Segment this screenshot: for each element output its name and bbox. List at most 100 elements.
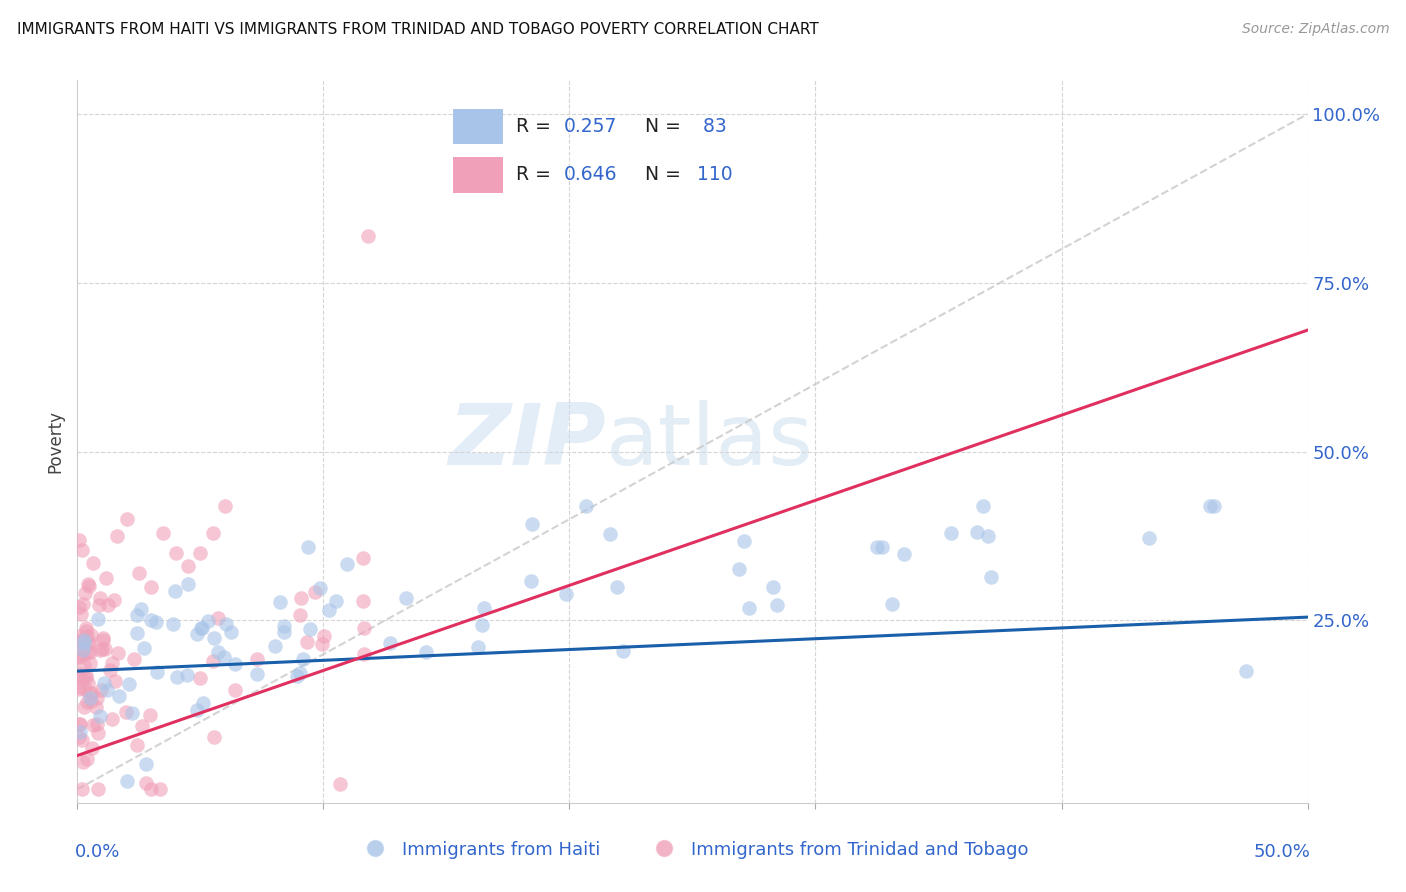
Point	[86, 726, 108, 740]
Point	[872, 540, 894, 554]
Point	[738, 601, 761, 615]
Point	[472, 600, 495, 615]
Point	[129, 602, 152, 616]
Point	[72, 755, 94, 769]
Point	[191, 696, 214, 710]
Point	[72, 597, 94, 611]
Point	[80, 694, 103, 708]
Point	[152, 525, 174, 540]
Point	[308, 581, 330, 595]
Point	[290, 591, 312, 605]
Point	[980, 570, 1002, 584]
Point	[70, 543, 93, 558]
Point	[224, 657, 246, 671]
Point	[290, 666, 312, 681]
Point	[79, 657, 101, 671]
Point	[107, 690, 129, 704]
Point	[128, 566, 150, 581]
Point	[105, 529, 128, 543]
Point	[1199, 499, 1222, 513]
Point	[139, 782, 162, 797]
Point	[728, 562, 751, 576]
Point	[201, 654, 224, 668]
Point	[298, 622, 321, 636]
Point	[127, 607, 149, 622]
Point	[115, 512, 138, 526]
Point	[135, 757, 157, 772]
Point	[67, 681, 90, 696]
Text: 0.0%: 0.0%	[75, 843, 121, 861]
Point	[188, 546, 212, 560]
Point	[89, 708, 111, 723]
Point	[125, 626, 148, 640]
Point	[100, 656, 122, 670]
Point	[972, 499, 994, 513]
Point	[73, 647, 96, 661]
Point	[73, 633, 96, 648]
Point	[352, 550, 374, 565]
Point	[318, 603, 340, 617]
Point	[138, 707, 160, 722]
Point	[75, 624, 97, 638]
Point	[67, 599, 90, 614]
Point	[269, 595, 291, 609]
Point	[190, 621, 212, 635]
Point	[80, 686, 103, 700]
Point	[76, 645, 98, 659]
Point	[70, 607, 93, 622]
Point	[1204, 499, 1226, 513]
Point	[177, 559, 200, 574]
Point	[82, 556, 104, 570]
Point	[91, 632, 114, 647]
Point	[273, 619, 295, 633]
Point	[118, 677, 141, 691]
Point	[79, 637, 101, 651]
Point	[91, 631, 114, 645]
Point	[76, 695, 98, 709]
Point	[87, 612, 110, 626]
Point	[67, 648, 90, 663]
Point	[94, 642, 117, 657]
Point	[69, 633, 91, 648]
Point	[77, 579, 100, 593]
Point	[207, 645, 229, 659]
Point	[93, 676, 115, 690]
Point	[311, 637, 333, 651]
Point	[378, 636, 401, 650]
Point	[977, 529, 1000, 543]
Point	[141, 580, 163, 594]
Point	[336, 557, 359, 571]
Point	[89, 643, 111, 657]
Point	[77, 686, 100, 700]
Point	[290, 607, 312, 622]
Point	[96, 571, 118, 585]
Point	[67, 730, 90, 744]
Text: atlas: atlas	[606, 400, 814, 483]
Point	[186, 703, 208, 717]
Point	[125, 738, 148, 752]
Point	[966, 525, 988, 540]
Point	[121, 706, 143, 721]
Point	[98, 663, 121, 677]
Point	[202, 631, 225, 645]
Point	[520, 574, 543, 588]
Point	[70, 782, 93, 797]
Point	[97, 599, 120, 613]
Point	[297, 634, 319, 648]
Point	[880, 597, 903, 611]
Point	[304, 585, 326, 599]
Point	[77, 676, 100, 690]
Point	[145, 615, 167, 630]
Point	[1137, 532, 1160, 546]
Point	[82, 717, 104, 731]
Point	[90, 682, 112, 697]
Point	[115, 706, 138, 720]
Point	[67, 633, 90, 648]
Point	[197, 614, 219, 628]
Point	[67, 717, 90, 731]
Point	[325, 594, 347, 608]
Point	[415, 645, 437, 659]
Point	[79, 691, 101, 706]
Point	[395, 591, 418, 605]
Point	[77, 577, 100, 591]
